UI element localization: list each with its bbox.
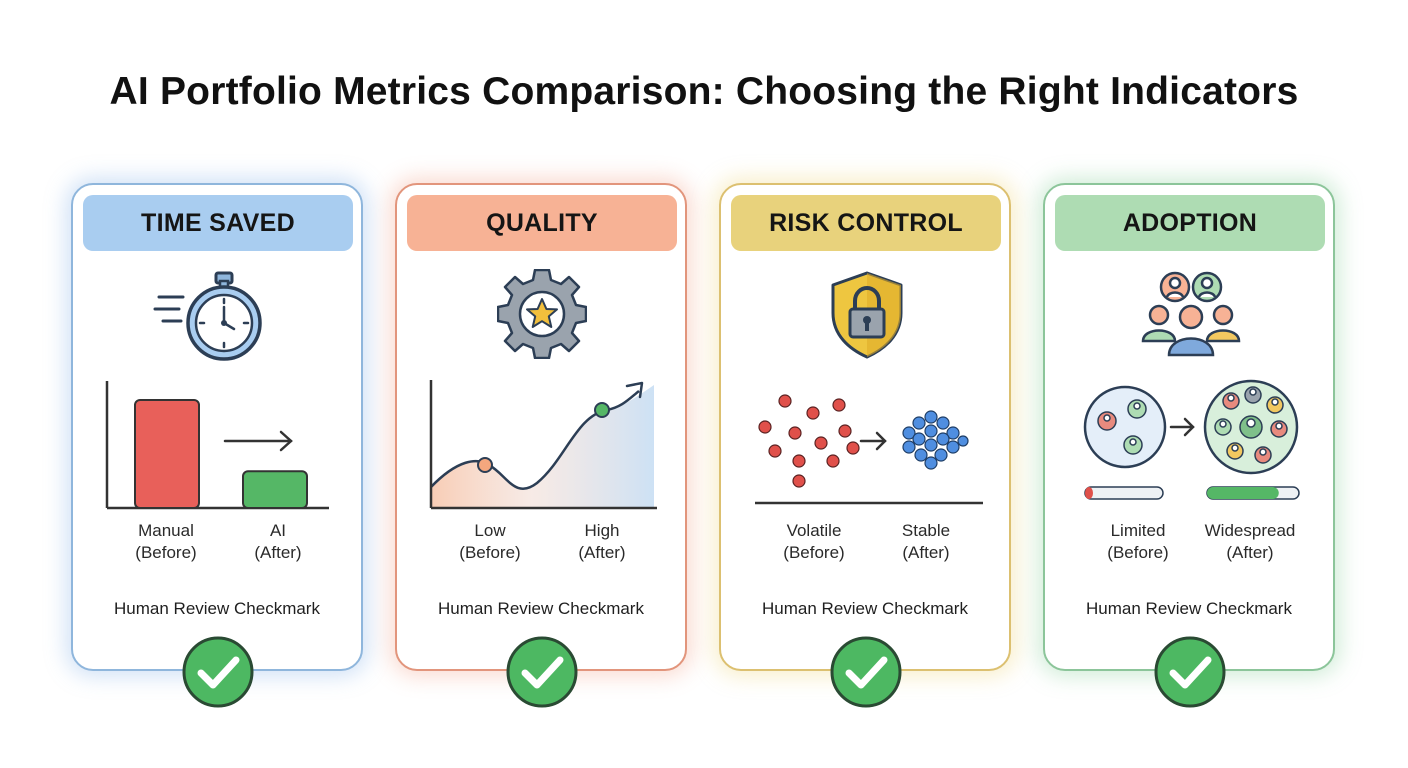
after-label: High (After) bbox=[578, 521, 626, 562]
gear-star-icon bbox=[497, 269, 587, 359]
shield-lock-icon bbox=[831, 271, 903, 359]
adoption-chart bbox=[1083, 379, 1300, 500]
after-label: AI (After) bbox=[254, 521, 302, 562]
stable-points bbox=[902, 410, 969, 470]
bar-manual-before bbox=[134, 399, 200, 509]
card-header: QUALITY bbox=[407, 195, 677, 251]
widespread-people bbox=[1214, 386, 1288, 464]
review-label: Human Review Checkmark bbox=[438, 599, 644, 618]
page-title: AI Portfolio Metrics Comparison: Choosin… bbox=[109, 70, 1299, 113]
volatile-points bbox=[758, 394, 860, 488]
before-label: Limited (Before) bbox=[1107, 521, 1169, 562]
trend-arrow-head bbox=[625, 381, 644, 399]
card-quality: QUALITY Low (Before) High (After) Hum bbox=[395, 183, 687, 708]
card-time-saved: TIME SAVED Manual (Before) AI (A bbox=[71, 183, 363, 708]
quality-trend-chart bbox=[429, 380, 657, 510]
point-high bbox=[594, 402, 610, 418]
card-header: TIME SAVED bbox=[83, 195, 353, 251]
users-group-icon bbox=[1141, 271, 1241, 357]
limited-people bbox=[1097, 399, 1147, 455]
after-label: Widespread (After) bbox=[1204, 521, 1296, 562]
point-low bbox=[477, 457, 493, 473]
review-label: Human Review Checkmark bbox=[114, 599, 320, 618]
card-adoption: ADOPTION bbox=[1043, 183, 1335, 708]
checkmark-icon bbox=[830, 636, 902, 708]
limited-progress-track bbox=[1084, 486, 1164, 500]
quality-trend-line bbox=[430, 390, 640, 490]
time-saved-bar-chart bbox=[105, 381, 329, 510]
checkmark-icon bbox=[182, 636, 254, 708]
arrow-right-icon bbox=[859, 431, 887, 451]
checkmark-icon bbox=[1154, 636, 1226, 708]
before-label: Volatile (Before) bbox=[783, 521, 845, 562]
limited-circle bbox=[1083, 385, 1167, 469]
risk-scatter-chart bbox=[755, 394, 983, 505]
card-header: RISK CONTROL bbox=[731, 195, 1001, 251]
card-header: ADOPTION bbox=[1055, 195, 1325, 251]
after-label: Stable (After) bbox=[901, 521, 951, 562]
arrow-right-icon bbox=[223, 430, 293, 452]
review-label: Human Review Checkmark bbox=[1086, 599, 1292, 618]
arrow-right-icon bbox=[1169, 417, 1195, 437]
bar-ai-after bbox=[242, 470, 308, 509]
review-label: Human Review Checkmark bbox=[762, 599, 968, 618]
widespread-progress-fill bbox=[1207, 487, 1279, 499]
limited-progress-fill bbox=[1085, 487, 1093, 499]
checkmark-icon bbox=[506, 636, 578, 708]
before-label: Low (Before) bbox=[459, 521, 521, 562]
before-label: Manual (Before) bbox=[135, 521, 197, 562]
card-risk-control: RISK CONTROL Volatile (Before) Stable (A… bbox=[719, 183, 1011, 708]
stopwatch-icon bbox=[153, 271, 262, 361]
